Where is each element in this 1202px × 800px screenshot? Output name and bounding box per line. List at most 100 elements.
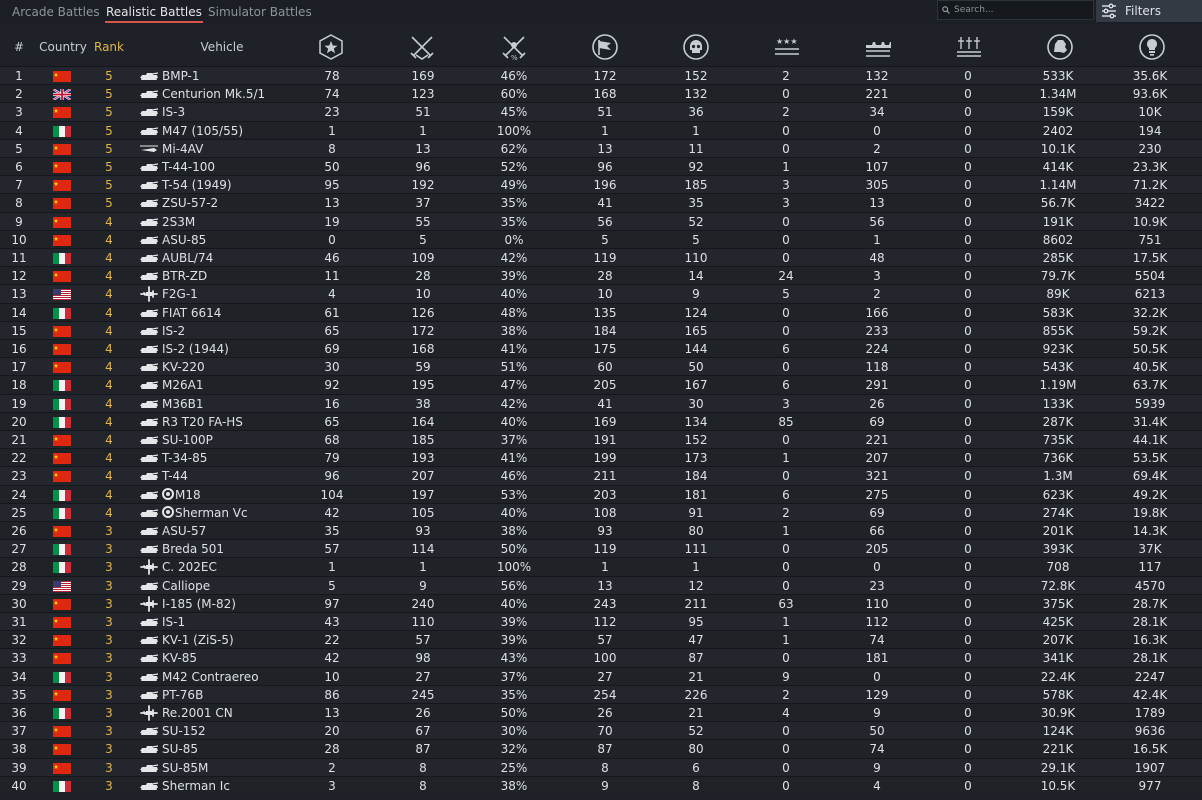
table-row[interactable]: 30 3 I-185 (M-82) 97 240 40% 243 211 63 110 0 375K 2… <box>0 593 1202 613</box>
search-input[interactable]: Search... <box>937 0 1094 20</box>
table-row[interactable]: 5 5 Mi-4AV 8 13 62% 13 11 0 2 0 10.1K 230 <box>0 138 1202 158</box>
table-row[interactable]: 3 5 IS-3 23 51 45% 51 36 2 34 0 159K 10K <box>0 102 1202 121</box>
table-row[interactable]: 39 3 SU-85M 2 8 25% 8 6 0 9 0 29.1K 1907 <box>0 757 1202 777</box>
table-row[interactable]: 9 4 2S3M 19 55 35% 56 52 0 56 0 191K 10.9K <box>0 211 1202 231</box>
table-row[interactable]: 36 3 Re.2001 CN 13 26 50% 26 21 4 9 0 30.9K 1789 <box>0 703 1202 722</box>
table-row[interactable]: 14 4 FIAT 6614 61 126 48% 135 124 0 166 0 583K 32.2K <box>0 302 1202 322</box>
vehicle-name[interactable]: ASU-57 <box>162 522 312 540</box>
vehicle-name[interactable]: ZSU-57-2 <box>162 194 312 212</box>
battles-icon[interactable] <box>317 33 345 61</box>
vehicle-name[interactable]: Re.2001 CN <box>162 704 312 722</box>
vehicle-name[interactable]: BTR-ZD <box>162 267 312 285</box>
vehicle-name[interactable]: T-54 (1949) <box>162 176 312 194</box>
respawns-icon[interactable] <box>591 33 619 61</box>
table-row[interactable]: 22 4 T-34-85 79 193 41% 199 173 1 207 0 736K 53.5K <box>0 448 1202 467</box>
table-row[interactable]: 18 4 M26A1 92 195 47% 205 167 6 291 0 1.19M 63.7K <box>0 375 1202 394</box>
vehicle-name[interactable]: AUBL/74 <box>162 249 312 267</box>
vehicle-name[interactable]: IS-3 <box>162 103 312 121</box>
table-row[interactable]: 34 3 M42 Contraereo 10 27 37% 27 21 9 0 0 22.4K 2247 <box>0 666 1202 686</box>
vehicle-name[interactable]: SU-85 <box>162 740 312 758</box>
vehicle-name[interactable]: FIAT 6614 <box>162 304 312 322</box>
table-row[interactable]: 38 3 SU-85 28 87 32% 87 80 0 74 0 221K 16.5K <box>0 739 1202 758</box>
table-row[interactable]: 6 5 T-44-100 50 96 52% 96 92 1 107 0 414K 23.3K <box>0 157 1202 176</box>
vehicle-name[interactable]: Mi-4AV <box>162 140 312 158</box>
table-row[interactable]: 37 3 SU-152 20 67 30% 70 52 0 50 0 124K 9636 <box>0 721 1202 740</box>
table-row[interactable]: 25 4 Sherman Vc 42 105 40% 108 91 2 69 0 274K 19.8K <box>0 502 1202 522</box>
vehicle-name[interactable]: KV-220 <box>162 358 312 376</box>
vehicle-name[interactable]: R3 T20 FA-HS <box>162 413 312 431</box>
table-row[interactable]: 27 3 Breda 501 57 114 50% 119 111 0 205 0 393K 37K <box>0 539 1202 558</box>
table-row[interactable]: 2 5 Centurion Mk.5/1 74 123 60% 168 132 0 221 0 1.3… <box>0 84 1202 103</box>
vehicle-name[interactable]: IS-2 <box>162 322 312 340</box>
table-row[interactable]: 32 3 KV-1 (ZiS-5) 22 57 39% 57 47 1 74 0 207K 16.3K <box>0 630 1202 649</box>
table-row[interactable]: 1 5 BMP-1 78 169 46% 172 152 2 132 0 533K 35.6K <box>0 66 1202 85</box>
table-row[interactable]: 13 4 F2G-1 4 10 40% 10 9 5 2 0 89K 6213 <box>0 284 1202 303</box>
header-number[interactable]: # <box>13 40 25 54</box>
win-rate-icon[interactable]: % <box>500 33 528 62</box>
table-row[interactable]: 12 4 BTR-ZD 11 28 39% 28 14 24 3 0 79.7K 5504 <box>0 266 1202 285</box>
table-row[interactable]: 33 3 KV-85 42 98 43% 100 87 0 181 0 341K 28.1K <box>0 648 1202 667</box>
table-row[interactable]: 24 4 M18 104 197 53% 203 181 6 275 0 623K 49.2K <box>0 484 1202 504</box>
vehicle-name[interactable]: KV-1 (ZiS-5) <box>162 631 312 649</box>
tab-realistic-battles[interactable]: Realistic Battles <box>105 0 203 24</box>
research-points-icon[interactable] <box>1138 33 1166 61</box>
table-row[interactable]: 31 3 IS-1 43 110 39% 112 95 1 112 0 425K 28.1K <box>0 612 1202 631</box>
table-row[interactable]: 26 3 ASU-57 35 93 38% 93 80 1 66 0 201K 14.3K <box>0 521 1202 540</box>
deaths-icon[interactable] <box>682 33 710 61</box>
vehicle-name[interactable]: I-185 (M-82) <box>162 595 312 613</box>
vehicle-name[interactable]: Breda 501 <box>162 540 312 558</box>
table-row[interactable]: 11 4 AUBL/74 46 109 42% 119 110 0 48 0 285K 17.5K <box>0 248 1202 267</box>
table-row[interactable]: 28 3 C. 202EC 1 1 100% 1 1 0 0 0 708 117 <box>0 557 1202 576</box>
vehicle-name[interactable]: Centurion Mk.5/1 <box>162 85 312 103</box>
naval-kills-icon[interactable] <box>955 33 983 61</box>
table-row[interactable]: 29 3 Calliope 5 9 56% 13 12 0 23 0 72.8K 4570 <box>0 575 1202 595</box>
header-country[interactable]: Country <box>39 40 87 54</box>
vehicle-name[interactable]: PT-76B <box>162 686 312 704</box>
vehicle-name[interactable]: T-44 <box>162 467 312 485</box>
vehicle-name[interactable]: M47 (105/55) <box>162 122 312 140</box>
table-row[interactable]: 19 4 M36B1 16 38 42% 41 30 3 26 0 133K 5939 <box>0 393 1202 413</box>
vehicle-name[interactable]: M26A1 <box>162 376 312 394</box>
vehicle-name[interactable]: SU-100P <box>162 431 312 449</box>
vehicle-name[interactable]: BMP-1 <box>162 67 312 85</box>
vehicle-name[interactable]: F2G-1 <box>162 285 312 303</box>
table-row[interactable]: 35 3 PT-76B 86 245 35% 254 226 2 129 0 578K 42.4K <box>0 684 1202 704</box>
victories-icon[interactable] <box>408 33 436 61</box>
vehicle-name[interactable]: 2S3M <box>162 213 312 231</box>
ground-kills-icon[interactable] <box>864 33 892 61</box>
table-row[interactable]: 4 5 M47 (105/55) 1 1 100% 1 1 0 0 0 2402 194 <box>0 120 1202 140</box>
vehicle-name[interactable]: M36B1 <box>162 395 312 413</box>
table-row[interactable]: 40 3 Sherman Ic 3 8 38% 9 8 0 4 0 10.5K 977 <box>0 775 1202 795</box>
vehicle-name[interactable]: ASU-85 <box>162 231 312 249</box>
vehicle-name[interactable]: T-34-85 <box>162 449 312 467</box>
header-vehicle[interactable]: Vehicle <box>200 40 244 54</box>
table-row[interactable]: 21 4 SU-100P 68 185 37% 191 152 0 221 0 735K 44.1K <box>0 430 1202 449</box>
silver-lions-icon[interactable] <box>1046 33 1074 61</box>
table-row[interactable]: 16 4 IS-2 (1944) 69 168 41% 175 144 6 224 0 923K 50.… <box>0 339 1202 358</box>
vehicle-name[interactable]: KV-85 <box>162 649 312 667</box>
vehicle-name-text: ZSU-57-2 <box>162 196 219 211</box>
vehicle-name[interactable]: M18 <box>162 486 312 504</box>
table-row[interactable]: 8 5 ZSU-57-2 13 37 35% 41 35 3 13 0 56.7K 3422 <box>0 193 1202 212</box>
vehicle-name[interactable]: Sherman Ic <box>162 777 312 795</box>
vehicle-name[interactable]: SU-85M <box>162 759 312 777</box>
table-row[interactable]: 7 5 T-54 (1949) 95 192 49% 196 185 3 305 0 1.14M 71.… <box>0 175 1202 194</box>
filters-button[interactable]: Filters <box>1096 0 1202 22</box>
vehicle-name[interactable]: IS-1 <box>162 613 312 631</box>
table-row[interactable]: 10 4 ASU-85 0 5 0% 5 5 0 1 0 8602 751 <box>0 229 1202 249</box>
table-row[interactable]: 23 4 T-44 96 207 46% 211 184 0 321 0 1.3M 69.4K <box>0 466 1202 485</box>
table-row[interactable]: 15 4 IS-2 65 172 38% 184 165 0 233 0 855K 59.2K <box>0 320 1202 340</box>
vehicle-name[interactable]: M42 Contraereo <box>162 668 312 686</box>
vehicle-name[interactable]: SU-152 <box>162 722 312 740</box>
vehicle-name[interactable]: T-44-100 <box>162 158 312 176</box>
header-rank[interactable]: Rank <box>94 40 124 54</box>
vehicle-name[interactable]: Sherman Vc <box>162 504 312 522</box>
tab-arcade-battles[interactable]: Arcade Battles <box>12 5 100 19</box>
air-kills-icon[interactable]: ★★★ <box>773 33 801 61</box>
vehicle-name[interactable]: C. 202EC <box>162 558 312 576</box>
vehicle-name[interactable]: Calliope <box>162 577 312 595</box>
vehicle-name[interactable]: IS-2 (1944) <box>162 340 312 358</box>
table-row[interactable]: 17 4 KV-220 30 59 51% 60 50 0 118 0 543K 40.5K <box>0 357 1202 376</box>
table-row[interactable]: 20 4 R3 T20 FA-HS 65 164 40% 169 134 85 69 0 287K 31… <box>0 411 1202 431</box>
tab-simulator-battles[interactable]: Simulator Battles <box>208 5 312 19</box>
